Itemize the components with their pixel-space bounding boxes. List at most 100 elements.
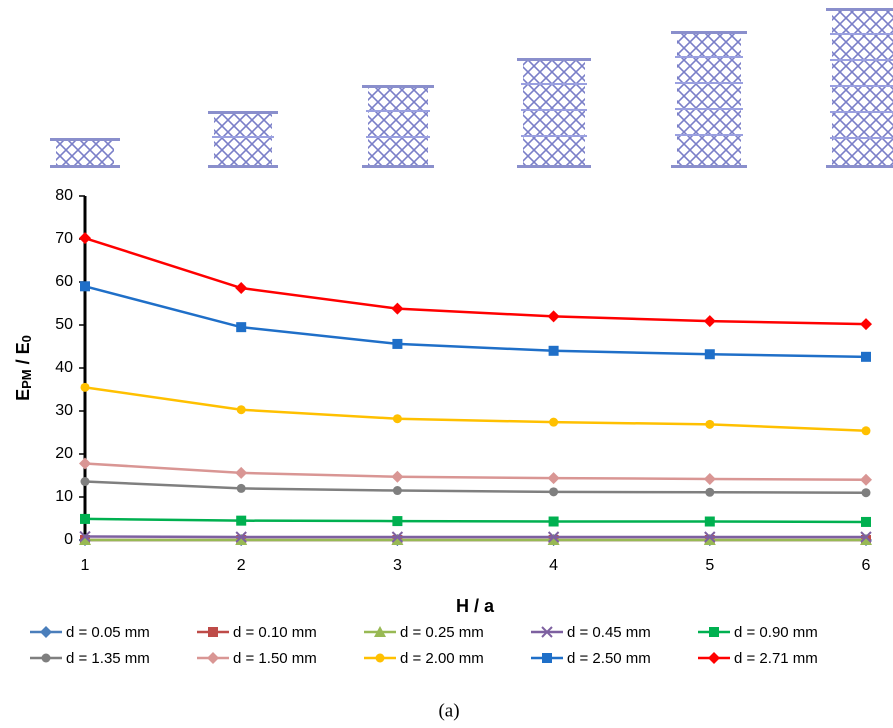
marker: [704, 473, 716, 485]
y-title-part: E: [13, 389, 33, 401]
marker: [392, 339, 402, 349]
lattice-plate: [517, 58, 591, 61]
x-tick-label: 3: [393, 557, 402, 574]
lattice-plate: [826, 8, 893, 11]
lattice-body: [523, 61, 585, 165]
legend-marker: [542, 653, 552, 663]
lattice-images: [50, 8, 893, 168]
marker: [862, 426, 871, 435]
marker: [549, 487, 558, 496]
legend-marker: [376, 654, 385, 663]
marker: [81, 383, 90, 392]
legend-marker: [207, 652, 219, 664]
marker: [861, 352, 871, 362]
legend-marker: [708, 652, 720, 664]
lattice-plate: [208, 111, 278, 114]
legend-marker: [40, 626, 52, 638]
marker: [80, 514, 90, 524]
caption: (a): [438, 700, 459, 721]
legend-marker: [709, 627, 719, 637]
marker: [393, 414, 402, 423]
marker: [391, 471, 403, 483]
y-title-sub: 0: [19, 335, 34, 342]
series-line: [85, 463, 866, 479]
lattice-plate: [671, 31, 747, 34]
lattice-plate: [517, 165, 591, 168]
legend-marker: [208, 627, 218, 637]
marker: [549, 418, 558, 427]
lattice-body: [368, 88, 428, 165]
legend-label: d = 1.50 mm: [233, 650, 317, 667]
y-tick-label: 70: [55, 230, 73, 247]
y-title-sub: PM: [19, 369, 34, 389]
y-axis-title: EPM / E0: [13, 335, 34, 401]
x-tick-label: 2: [237, 557, 246, 574]
lattice-plate: [362, 85, 434, 88]
marker: [705, 349, 715, 359]
marker: [79, 232, 91, 244]
x-axis-title: H / a: [456, 596, 495, 616]
legend-label: d = 0.05 mm: [66, 624, 150, 641]
y-tick-label: 40: [55, 359, 73, 376]
legend-label: d = 2.71 mm: [734, 650, 818, 667]
lattice-plate: [50, 138, 120, 141]
legend-label: d = 1.35 mm: [66, 650, 150, 667]
marker: [237, 405, 246, 414]
legend-marker: [42, 654, 51, 663]
lattice-plate: [208, 165, 278, 168]
lattice-body: [677, 34, 741, 165]
x-tick-label: 5: [705, 557, 714, 574]
marker: [705, 517, 715, 527]
legend-label: d = 0.10 mm: [233, 624, 317, 641]
marker: [235, 282, 247, 294]
x-tick-label: 1: [81, 557, 90, 574]
marker: [549, 346, 559, 356]
marker: [79, 457, 91, 469]
y-tick-label: 60: [55, 273, 73, 290]
marker: [393, 486, 402, 495]
series-line: [85, 519, 866, 522]
lattice-plate: [362, 165, 434, 168]
legend-label: d = 0.45 mm: [567, 624, 651, 641]
y-tick-label: 20: [55, 445, 73, 462]
chart: H / a EPM / E0 (a) 010203040506070801234…: [0, 0, 893, 728]
marker: [860, 318, 872, 330]
legend-label: d = 2.50 mm: [567, 650, 651, 667]
marker: [705, 488, 714, 497]
marker: [392, 516, 402, 526]
y-tick-label: 10: [55, 488, 73, 505]
series-line: [85, 238, 866, 324]
legend-label: d = 0.25 mm: [400, 624, 484, 641]
y-tick-label: 50: [55, 316, 73, 333]
y-title-part: / E: [13, 342, 33, 369]
marker: [862, 488, 871, 497]
lattice-plate: [826, 165, 893, 168]
marker: [236, 322, 246, 332]
lattice-plate: [671, 165, 747, 168]
marker: [548, 310, 560, 322]
y-tick-label: 0: [64, 531, 73, 548]
x-tick-label: 4: [549, 557, 558, 574]
lattice-plate: [50, 165, 120, 168]
marker: [861, 517, 871, 527]
x-tick-label: 6: [862, 557, 871, 574]
y-tick-label: 30: [55, 402, 73, 419]
series-line: [85, 387, 866, 430]
lattice-body: [214, 114, 272, 165]
legend-label: d = 0.90 mm: [734, 624, 818, 641]
marker: [549, 517, 559, 527]
marker: [80, 281, 90, 291]
lattice-body: [56, 141, 114, 165]
marker: [860, 474, 872, 486]
marker: [236, 516, 246, 526]
marker: [705, 420, 714, 429]
marker: [391, 303, 403, 315]
marker: [81, 477, 90, 486]
series-line: [85, 482, 866, 493]
marker: [237, 484, 246, 493]
legend-label: d = 2.00 mm: [400, 650, 484, 667]
marker: [548, 472, 560, 484]
marker: [235, 467, 247, 479]
y-tick-label: 80: [55, 187, 73, 204]
marker: [704, 315, 716, 327]
